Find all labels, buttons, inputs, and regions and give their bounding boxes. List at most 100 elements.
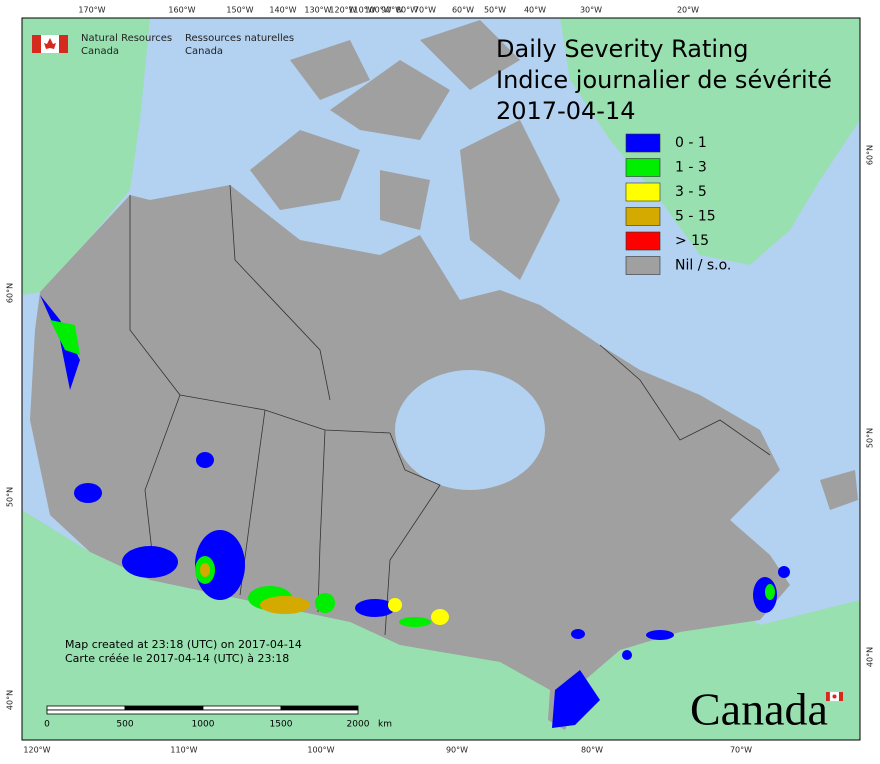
graticule-label: 150°W [226,6,253,15]
area-0-1 [40,295,80,390]
province-borders [129,184,771,636]
graticule-label: 90°W [381,6,403,15]
graticule-label: 160°W [168,6,195,15]
area-0-1 [622,650,632,660]
arctic-islands [250,20,560,280]
legend-swatch [625,133,661,153]
legend-swatch [625,256,661,275]
map-note: Map created at 23:18 (UTC) on 2017-04-14 [65,638,302,651]
graticule-label: 100°W [364,6,391,15]
legend-swatch [625,182,661,202]
area-0-1 [122,546,178,578]
legend-label: 0 - 1 [675,135,707,151]
graticule-label: 40°N [866,647,875,667]
graticule-label: 90°W [446,746,468,755]
org-name: Canada [185,46,223,57]
area-0-1 [778,566,790,578]
map-title: Daily Severity Rating [496,35,748,63]
border [599,344,771,456]
area-0-1 [355,599,395,617]
graticule-label: 40°N [6,690,15,710]
united-states [22,510,860,740]
legend-swatch [625,207,661,226]
graticule-label: 70°W [730,746,752,755]
org-name: Natural Resources [81,33,172,44]
flag-bar [59,35,68,53]
map-body [21,17,861,741]
graticule-label: 50°N [6,487,15,507]
flag-bar [826,692,830,701]
border [179,394,391,434]
map-note: Carte créée le 2017-04-14 (UTC) à 23:18 [65,652,289,665]
area-5-15 [200,563,210,577]
scale-bar [46,705,359,715]
org-name: Canada [81,46,119,57]
maple-leaf [832,694,837,699]
area-0-1 [74,483,102,503]
legend-label: > 15 [675,233,709,249]
legend-label: 1 - 3 [675,160,707,176]
border [384,432,441,636]
legend-label: 5 - 15 [675,209,716,225]
graticule-label: 100°W [307,746,334,755]
scale-unit: km [378,720,392,730]
map-title: Indice journalier de sévérité [496,66,832,94]
graticule-label: 120°W [23,746,50,755]
legend-swatch [625,231,661,251]
scale-seg [46,705,126,711]
area-1-3 [399,617,431,627]
graticule-label: 20°W [677,6,699,15]
legend-label: Nil / s.o. [675,258,731,274]
graticule-label: 170°W [78,6,105,15]
area-0-1 [646,630,674,640]
area-0-1 [571,629,585,639]
area-1-3 [315,593,335,613]
graticule-label: 30°W [580,6,602,15]
area-1-3 [765,584,775,600]
org-name: Ressources naturelles [185,33,294,44]
graticule-label: 120°W [329,6,356,15]
scale-label: 0 [44,720,50,730]
scale-label: 2000 [347,720,370,730]
area-3-5 [388,598,402,612]
wordmark: Canada [690,684,828,735]
graticule-label: 60°W [452,6,474,15]
maple-leaf [44,38,56,49]
newfoundland [820,470,858,510]
scale-seg [202,705,282,711]
area-1-3 [50,320,80,355]
graticule-label: 70°W [414,6,436,15]
graticule-label: 110°W [348,6,375,15]
scale-seg [124,705,204,711]
legend-swatch [625,158,661,177]
graticule-label: 140°W [269,6,296,15]
frame [21,17,861,741]
scale-label: 1000 [192,720,215,730]
area-3-5 [431,609,449,625]
graticule-label: 80°W [581,746,603,755]
graticule-label: 130°W [304,6,331,15]
area-0-1 [196,452,214,468]
greenland [560,18,860,265]
graticule-label: 80°W [396,6,418,15]
border [317,429,326,613]
alaska [22,18,150,295]
graticule-label: 50°W [484,6,506,15]
scale-label: 1500 [270,720,293,730]
area-5-15 [260,596,310,614]
graticule-label: 50°N [866,428,875,448]
labels: 170°W 160°W 150°W 140°W 130°W120°W110°W100°W… [6,6,875,755]
flag-bar [839,692,843,701]
severity-areas [40,295,790,728]
graticule-label: 40°W [524,6,546,15]
flag-bar [32,35,41,53]
area-0-1 [552,670,600,728]
flag [32,35,843,702]
scale-seg [46,709,359,715]
scale-label: 500 [116,720,133,730]
hudson-bay [395,370,545,490]
graticule-label: 60°N [6,283,15,303]
map-title: 2017-04-14 [496,97,635,125]
legend-label: 3 - 5 [675,184,707,200]
